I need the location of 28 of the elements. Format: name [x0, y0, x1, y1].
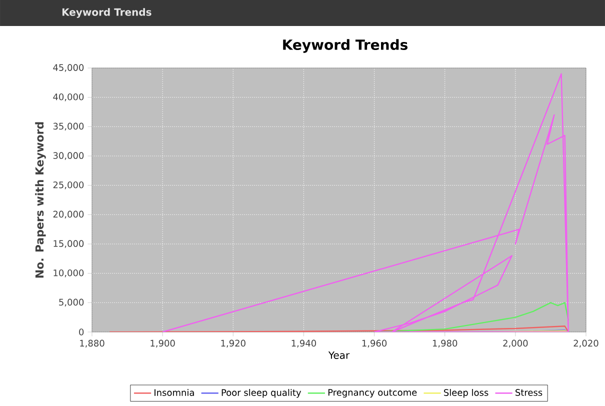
- text: Keyword Trends: [62, 8, 152, 18]
- legend-label: Pregnancy outcome: [328, 389, 417, 398]
- y-tick-label: 0: [79, 328, 84, 336]
- y-tick-label: 40,000: [53, 93, 84, 102]
- y-tick-label: 45,000: [53, 64, 84, 72]
- chart-title: Keyword Trends: [283, 39, 408, 53]
- x-axis-title: Year: [328, 352, 350, 359]
- legend-label: Poor sleep quality: [222, 388, 302, 398]
- y-tick-label: 20,000: [53, 210, 84, 219]
- y-tick-label: 15,000: [54, 240, 84, 248]
- y-tick-label: 10,000: [54, 269, 84, 278]
- x-tick-label: 1,900: [150, 340, 175, 348]
- x-tick-label: 1,940: [292, 340, 316, 348]
- x-tick-label: 1,980: [432, 340, 458, 348]
- legend-label: Insomnia: [154, 388, 194, 396]
- y-tick-label: 25,000: [53, 181, 84, 190]
- x-tick-label: 1,880: [80, 340, 104, 348]
- x-tick-label: 1,920: [221, 340, 246, 348]
- y-axis-title: No. Papers with Keyword: [35, 122, 46, 278]
- x-tick-label: 2,000: [503, 340, 528, 348]
- y-tick-label: 30,000: [53, 152, 84, 160]
- y-tick-label: 35,000: [53, 122, 84, 131]
- legend-label: Sleep loss: [444, 388, 488, 398]
- x-tick-label: 2,020: [574, 340, 598, 348]
- y-tick-label: 5,000: [59, 298, 84, 307]
- x-tick-label: 1,960: [362, 340, 387, 348]
- line-series: [162, 73, 569, 332]
- legend-label: Stress: [516, 389, 542, 396]
